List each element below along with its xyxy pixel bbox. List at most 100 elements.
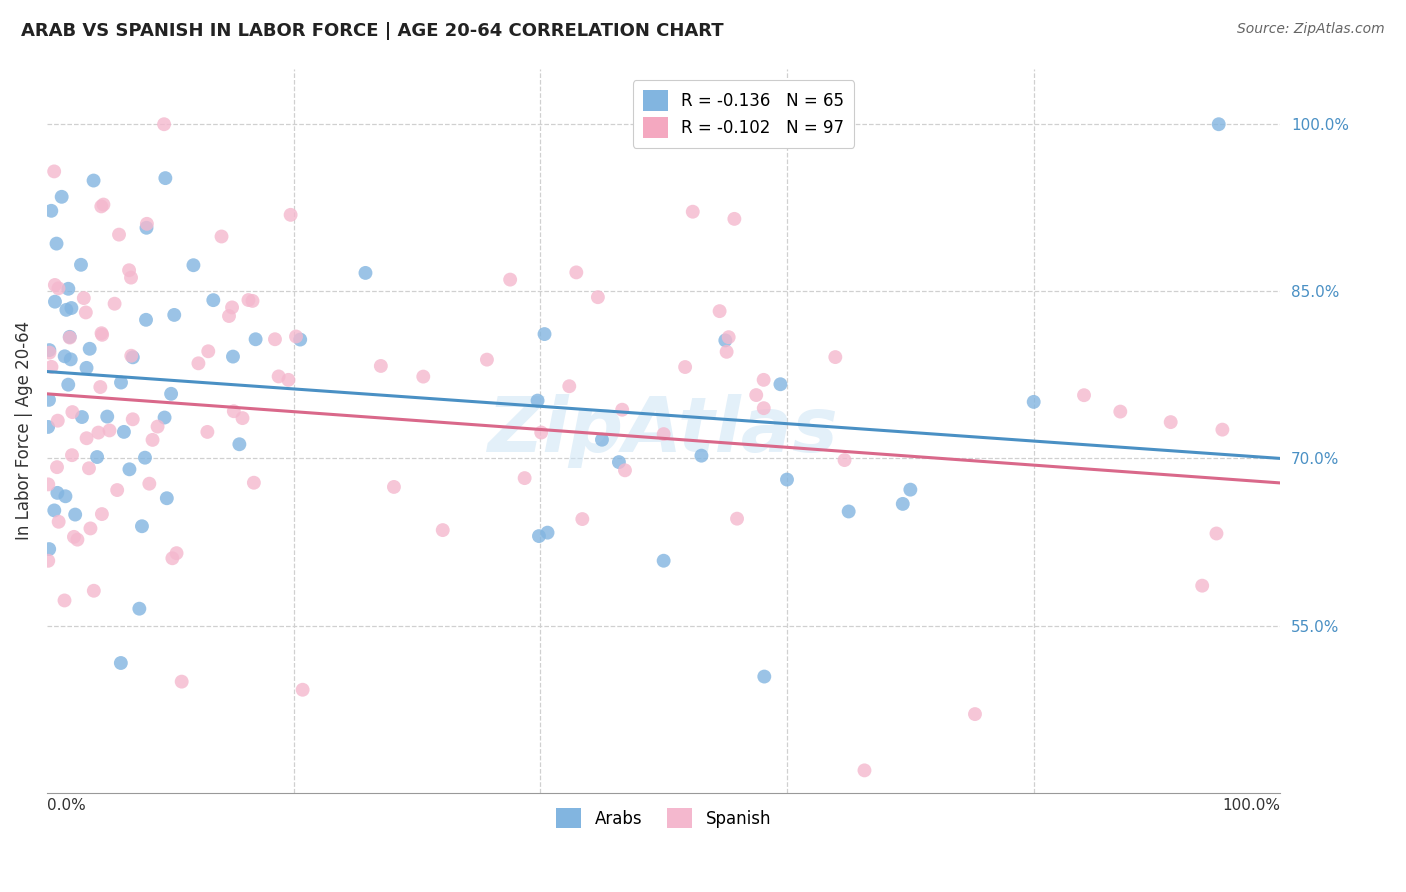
Point: [59, 330, 82, 344]
Point: [291, 682, 314, 697]
Point: [141, 433, 163, 447]
Point: [37, 554, 59, 568]
Point: [98, 424, 121, 438]
Point: [58, 282, 80, 296]
Point: [75, 305, 97, 319]
Point: [153, 117, 176, 131]
Text: ARAB VS SPANISH IN LABOR FORCE | AGE 20-64 CORRELATION CHART: ARAB VS SPANISH IN LABOR FORCE | AGE 20-…: [21, 22, 724, 40]
Point: [221, 301, 243, 315]
Text: ZipAtlas: ZipAtlas: [488, 393, 839, 467]
Point: [73, 291, 96, 305]
Point: [156, 491, 179, 506]
Point: [752, 401, 775, 416]
Point: [1022, 395, 1045, 409]
Point: [382, 480, 405, 494]
Point: [53, 593, 76, 607]
Point: [48, 281, 70, 295]
Point: [91, 327, 114, 342]
Point: [776, 473, 799, 487]
Point: [135, 217, 157, 231]
Point: [558, 379, 581, 393]
Point: [135, 313, 157, 327]
Point: [607, 455, 630, 469]
Point: [79, 521, 101, 535]
Point: [41, 359, 63, 374]
Point: [44, 503, 66, 517]
Point: [412, 369, 434, 384]
Point: [38, 343, 60, 358]
Point: [83, 173, 105, 187]
Point: [218, 309, 240, 323]
Point: [716, 344, 738, 359]
Point: [202, 293, 225, 307]
Point: [128, 601, 150, 615]
Point: [76, 431, 98, 445]
Point: [591, 433, 613, 447]
Point: [51, 190, 73, 204]
Point: [571, 512, 593, 526]
Point: [245, 332, 267, 346]
Point: [60, 405, 83, 419]
Point: [898, 483, 921, 497]
Point: [533, 327, 555, 342]
Point: [45, 236, 67, 251]
Point: [834, 453, 856, 467]
Point: [183, 258, 205, 272]
Point: [1208, 117, 1230, 131]
Point: [285, 329, 308, 343]
Point: [162, 551, 184, 566]
Point: [112, 425, 135, 439]
Point: [1191, 579, 1213, 593]
Point: [652, 554, 675, 568]
Point: [195, 425, 218, 439]
Point: [752, 373, 775, 387]
Point: [103, 296, 125, 310]
Point: [652, 427, 675, 442]
Point: [59, 330, 82, 344]
Point: [90, 199, 112, 213]
Point: [110, 376, 132, 390]
Point: [44, 294, 66, 309]
Point: [754, 669, 776, 683]
Point: [46, 460, 69, 475]
Point: [682, 204, 704, 219]
Point: [46, 414, 69, 428]
Point: [170, 674, 193, 689]
Point: [39, 203, 62, 218]
Point: [153, 410, 176, 425]
Point: [118, 263, 141, 277]
Point: [120, 270, 142, 285]
Point: [118, 462, 141, 476]
Point: [55, 302, 77, 317]
Point: [155, 171, 177, 186]
Point: [138, 476, 160, 491]
Point: [222, 350, 245, 364]
Point: [1073, 388, 1095, 402]
Text: Source: ZipAtlas.com: Source: ZipAtlas.com: [1237, 22, 1385, 37]
Point: [745, 388, 768, 402]
Point: [146, 419, 169, 434]
Point: [79, 342, 101, 356]
Point: [63, 530, 86, 544]
Point: [526, 393, 548, 408]
Text: 0.0%: 0.0%: [46, 798, 86, 814]
Point: [723, 211, 745, 226]
Point: [166, 546, 188, 560]
Point: [44, 277, 66, 292]
Point: [612, 402, 634, 417]
Point: [55, 489, 77, 503]
Text: 100.0%: 100.0%: [1222, 798, 1281, 814]
Point: [1109, 404, 1132, 418]
Point: [83, 583, 105, 598]
Point: [614, 463, 637, 477]
Point: [1211, 423, 1233, 437]
Legend: Arabs, Spanish: Arabs, Spanish: [550, 801, 778, 835]
Point: [96, 409, 118, 424]
Point: [58, 377, 80, 392]
Point: [87, 425, 110, 440]
Point: [38, 345, 60, 359]
Point: [77, 461, 100, 475]
Point: [120, 349, 142, 363]
Point: [38, 392, 60, 407]
Point: [513, 471, 536, 485]
